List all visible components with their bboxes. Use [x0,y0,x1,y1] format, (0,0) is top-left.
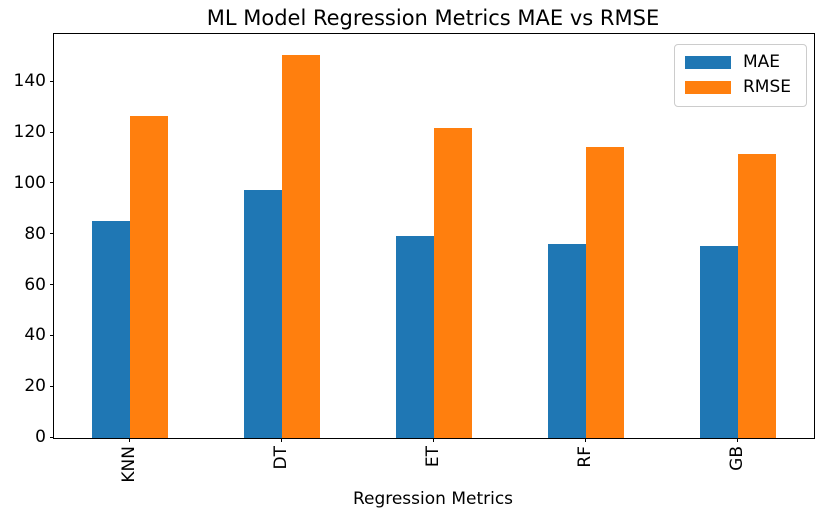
bar-gb-mae [700,246,738,438]
bar-rf-rmse [586,147,624,438]
y-tick-label-0: 0 [35,427,46,447]
bar-dt-mae [244,189,282,438]
legend: MAE RMSE [674,44,807,107]
y-tick-label-40: 40 [24,325,46,346]
bar-gb-rmse [738,153,776,438]
legend-entry-mae: MAE [675,50,806,75]
y-tick-label-100: 100 [13,172,46,193]
x-axis-label: Regression Metrics [352,489,514,509]
y-tick-mark [50,182,54,184]
y-tick-mark [50,80,54,82]
y-tick-mark [50,436,54,438]
bar-rf-mae [548,244,586,438]
y-tick-mark [50,131,54,133]
chart-title: ML Model Regression Metrics MAE vs RMSE [206,6,660,30]
y-tick-mark [50,385,54,387]
legend-entry-rmse: RMSE [675,75,806,100]
y-tick-label-140: 140 [13,71,46,92]
y-tick-label-120: 120 [13,122,46,143]
bar-knn-rmse [130,116,168,438]
x-tick-mark [584,438,586,442]
y-tick-mark [50,334,54,336]
x-tick-mark [128,438,130,442]
bar-dt-rmse [282,54,320,438]
x-tick-mark [280,438,282,442]
legend-swatch-rmse [685,81,731,94]
legend-label-mae: MAE [743,52,781,72]
bar-et-mae [396,236,434,438]
legend-swatch-mae [685,56,731,69]
legend-label-rmse: RMSE [743,77,792,97]
x-tick-label-rf: RF [575,446,595,468]
x-tick-mark [432,438,434,442]
y-tick-label-20: 20 [24,376,46,397]
y-tick-label-60: 60 [24,274,46,295]
y-tick-mark [50,233,54,235]
x-tick-mark [736,438,738,442]
bar-et-rmse [434,128,472,438]
x-tick-label-gb: GB [727,446,747,471]
bar-knn-mae [92,221,130,438]
x-tick-label-et: ET [423,446,443,468]
y-tick-label-80: 80 [24,223,46,244]
x-tick-label-dt: DT [271,446,291,470]
y-tick-mark [50,284,54,286]
x-tick-label-knn: KNN [119,446,139,483]
